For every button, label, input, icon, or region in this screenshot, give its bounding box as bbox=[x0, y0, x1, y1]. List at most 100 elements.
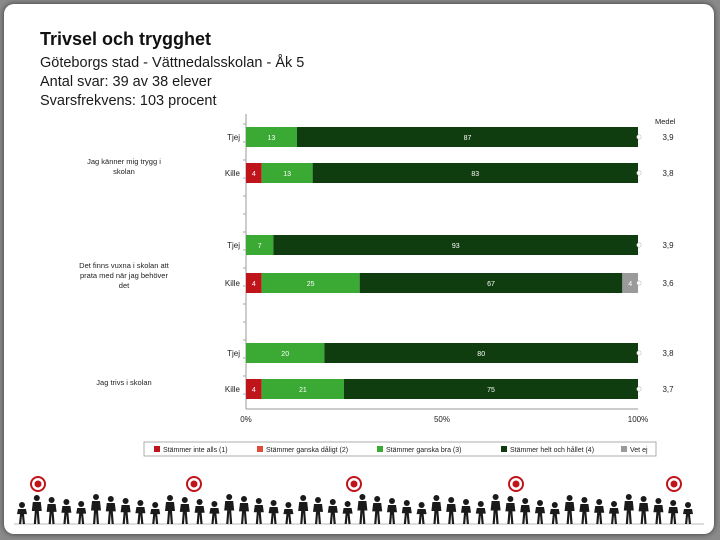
decorative-people-row bbox=[14, 476, 704, 525]
mean-value: 3,6 bbox=[662, 279, 674, 288]
bar-segment bbox=[246, 163, 262, 183]
bar-segment bbox=[246, 273, 262, 293]
person-body-icon bbox=[327, 506, 338, 524]
person-head-icon bbox=[581, 497, 588, 503]
bar-segment bbox=[273, 235, 638, 255]
person-body-icon bbox=[253, 505, 264, 524]
data-label: 20 bbox=[281, 351, 289, 358]
response-rate: Svarsfrekvens: 103 procent bbox=[40, 93, 217, 109]
response-count: Antal svar: 39 av 38 elever bbox=[40, 74, 212, 90]
bar-segment bbox=[261, 163, 313, 183]
person-head-icon bbox=[226, 494, 233, 500]
data-label: 13 bbox=[268, 135, 276, 142]
school-line: Göteborgs stad - Vättnedalsskolan - Åk 5 bbox=[40, 55, 305, 71]
person-head-icon bbox=[640, 496, 647, 502]
person-body-icon bbox=[268, 507, 279, 524]
bar-segment bbox=[344, 379, 638, 399]
group-label: det bbox=[119, 281, 130, 290]
person-head-icon bbox=[537, 500, 543, 506]
person-body-icon bbox=[313, 504, 323, 524]
data-label: 93 bbox=[452, 243, 460, 250]
person-head-icon bbox=[93, 494, 99, 500]
row-label: Kille bbox=[225, 169, 241, 178]
person-head-icon bbox=[551, 502, 558, 508]
person-head-icon bbox=[33, 495, 40, 501]
slide: Trivsel och trygghet Göteborgs stad - Vä… bbox=[4, 4, 714, 534]
bar-segment bbox=[246, 127, 297, 147]
person-body-icon bbox=[150, 509, 161, 524]
legend-swatch bbox=[621, 446, 627, 452]
legend-label: Stämmer ganska dåligt (2) bbox=[266, 446, 348, 454]
x-tick-label: 100% bbox=[628, 415, 648, 424]
person-head-icon bbox=[78, 501, 85, 507]
person-body-icon bbox=[46, 504, 57, 524]
data-label: 4 bbox=[252, 171, 256, 178]
person-body-icon bbox=[387, 505, 397, 524]
x-tick-label: 0% bbox=[240, 415, 252, 424]
legend-box bbox=[143, 441, 657, 457]
person-body-icon bbox=[683, 509, 693, 524]
legend-swatch bbox=[257, 446, 263, 452]
data-label: 75 bbox=[487, 387, 495, 394]
person-head-icon bbox=[625, 494, 632, 500]
legend-label: Stämmer ganska bra (3) bbox=[386, 447, 461, 454]
data-label: 4 bbox=[252, 281, 256, 288]
person-head-icon bbox=[344, 501, 351, 507]
end-marker bbox=[636, 242, 642, 248]
person-body-icon bbox=[653, 505, 664, 524]
person-body-icon bbox=[594, 506, 605, 524]
group-label: Det finns vuxna i skolan att bbox=[79, 261, 170, 270]
row-label: Kille bbox=[225, 279, 241, 288]
person-body-icon bbox=[638, 503, 649, 524]
person-head-icon bbox=[196, 499, 203, 505]
mean-value: 3,9 bbox=[662, 133, 674, 142]
target-center-icon bbox=[350, 480, 358, 488]
legend-swatch bbox=[501, 446, 507, 452]
stacked-bar-chart: Medel 0% 50% 100% Jag känner mig trygg iskol… bbox=[79, 114, 676, 457]
person-body-icon bbox=[490, 501, 501, 524]
group-label: skolan bbox=[113, 167, 135, 176]
person-head-icon bbox=[596, 499, 603, 505]
row-label: Tjej bbox=[227, 349, 240, 358]
person-body-icon bbox=[342, 508, 353, 524]
target-center-icon bbox=[512, 480, 520, 488]
person-head-icon bbox=[19, 502, 25, 508]
row-label: Kille bbox=[225, 385, 241, 394]
row-label: Tjej bbox=[227, 241, 240, 250]
legend-label: Stämmer helt och hållet (4) bbox=[510, 446, 594, 454]
page-title: Trivsel och trygghet bbox=[40, 29, 212, 49]
person-head-icon bbox=[374, 496, 381, 502]
person-head-icon bbox=[137, 500, 144, 506]
data-label: 4 bbox=[628, 281, 632, 288]
person-body-icon bbox=[623, 501, 634, 524]
person-body-icon bbox=[461, 506, 471, 524]
person-body-icon bbox=[475, 508, 486, 524]
person-body-icon bbox=[431, 502, 442, 524]
end-marker bbox=[636, 350, 642, 356]
legend-swatch bbox=[154, 446, 160, 452]
person-body-icon bbox=[224, 501, 235, 524]
person-head-icon bbox=[611, 501, 617, 507]
data-label: 21 bbox=[299, 387, 307, 394]
person-body-icon bbox=[446, 504, 457, 524]
bar-segment bbox=[246, 343, 325, 363]
person-head-icon bbox=[315, 497, 321, 503]
data-label: 87 bbox=[464, 135, 472, 142]
person-body-icon bbox=[535, 507, 545, 524]
mean-value: 3,9 bbox=[662, 241, 674, 250]
person-head-icon bbox=[270, 500, 277, 506]
person-body-icon bbox=[298, 502, 309, 524]
person-head-icon bbox=[122, 498, 129, 504]
person-body-icon bbox=[179, 504, 190, 524]
person-head-icon bbox=[300, 495, 307, 501]
person-head-icon bbox=[48, 497, 55, 503]
mean-value: 3,8 bbox=[662, 169, 674, 178]
person-head-icon bbox=[566, 495, 573, 501]
person-head-icon bbox=[63, 499, 70, 505]
person-head-icon bbox=[152, 502, 159, 508]
person-body-icon bbox=[283, 509, 294, 524]
target-center-icon bbox=[34, 480, 42, 488]
person-head-icon bbox=[418, 502, 425, 508]
bar-segment bbox=[246, 379, 262, 399]
bar-segment bbox=[324, 343, 638, 363]
